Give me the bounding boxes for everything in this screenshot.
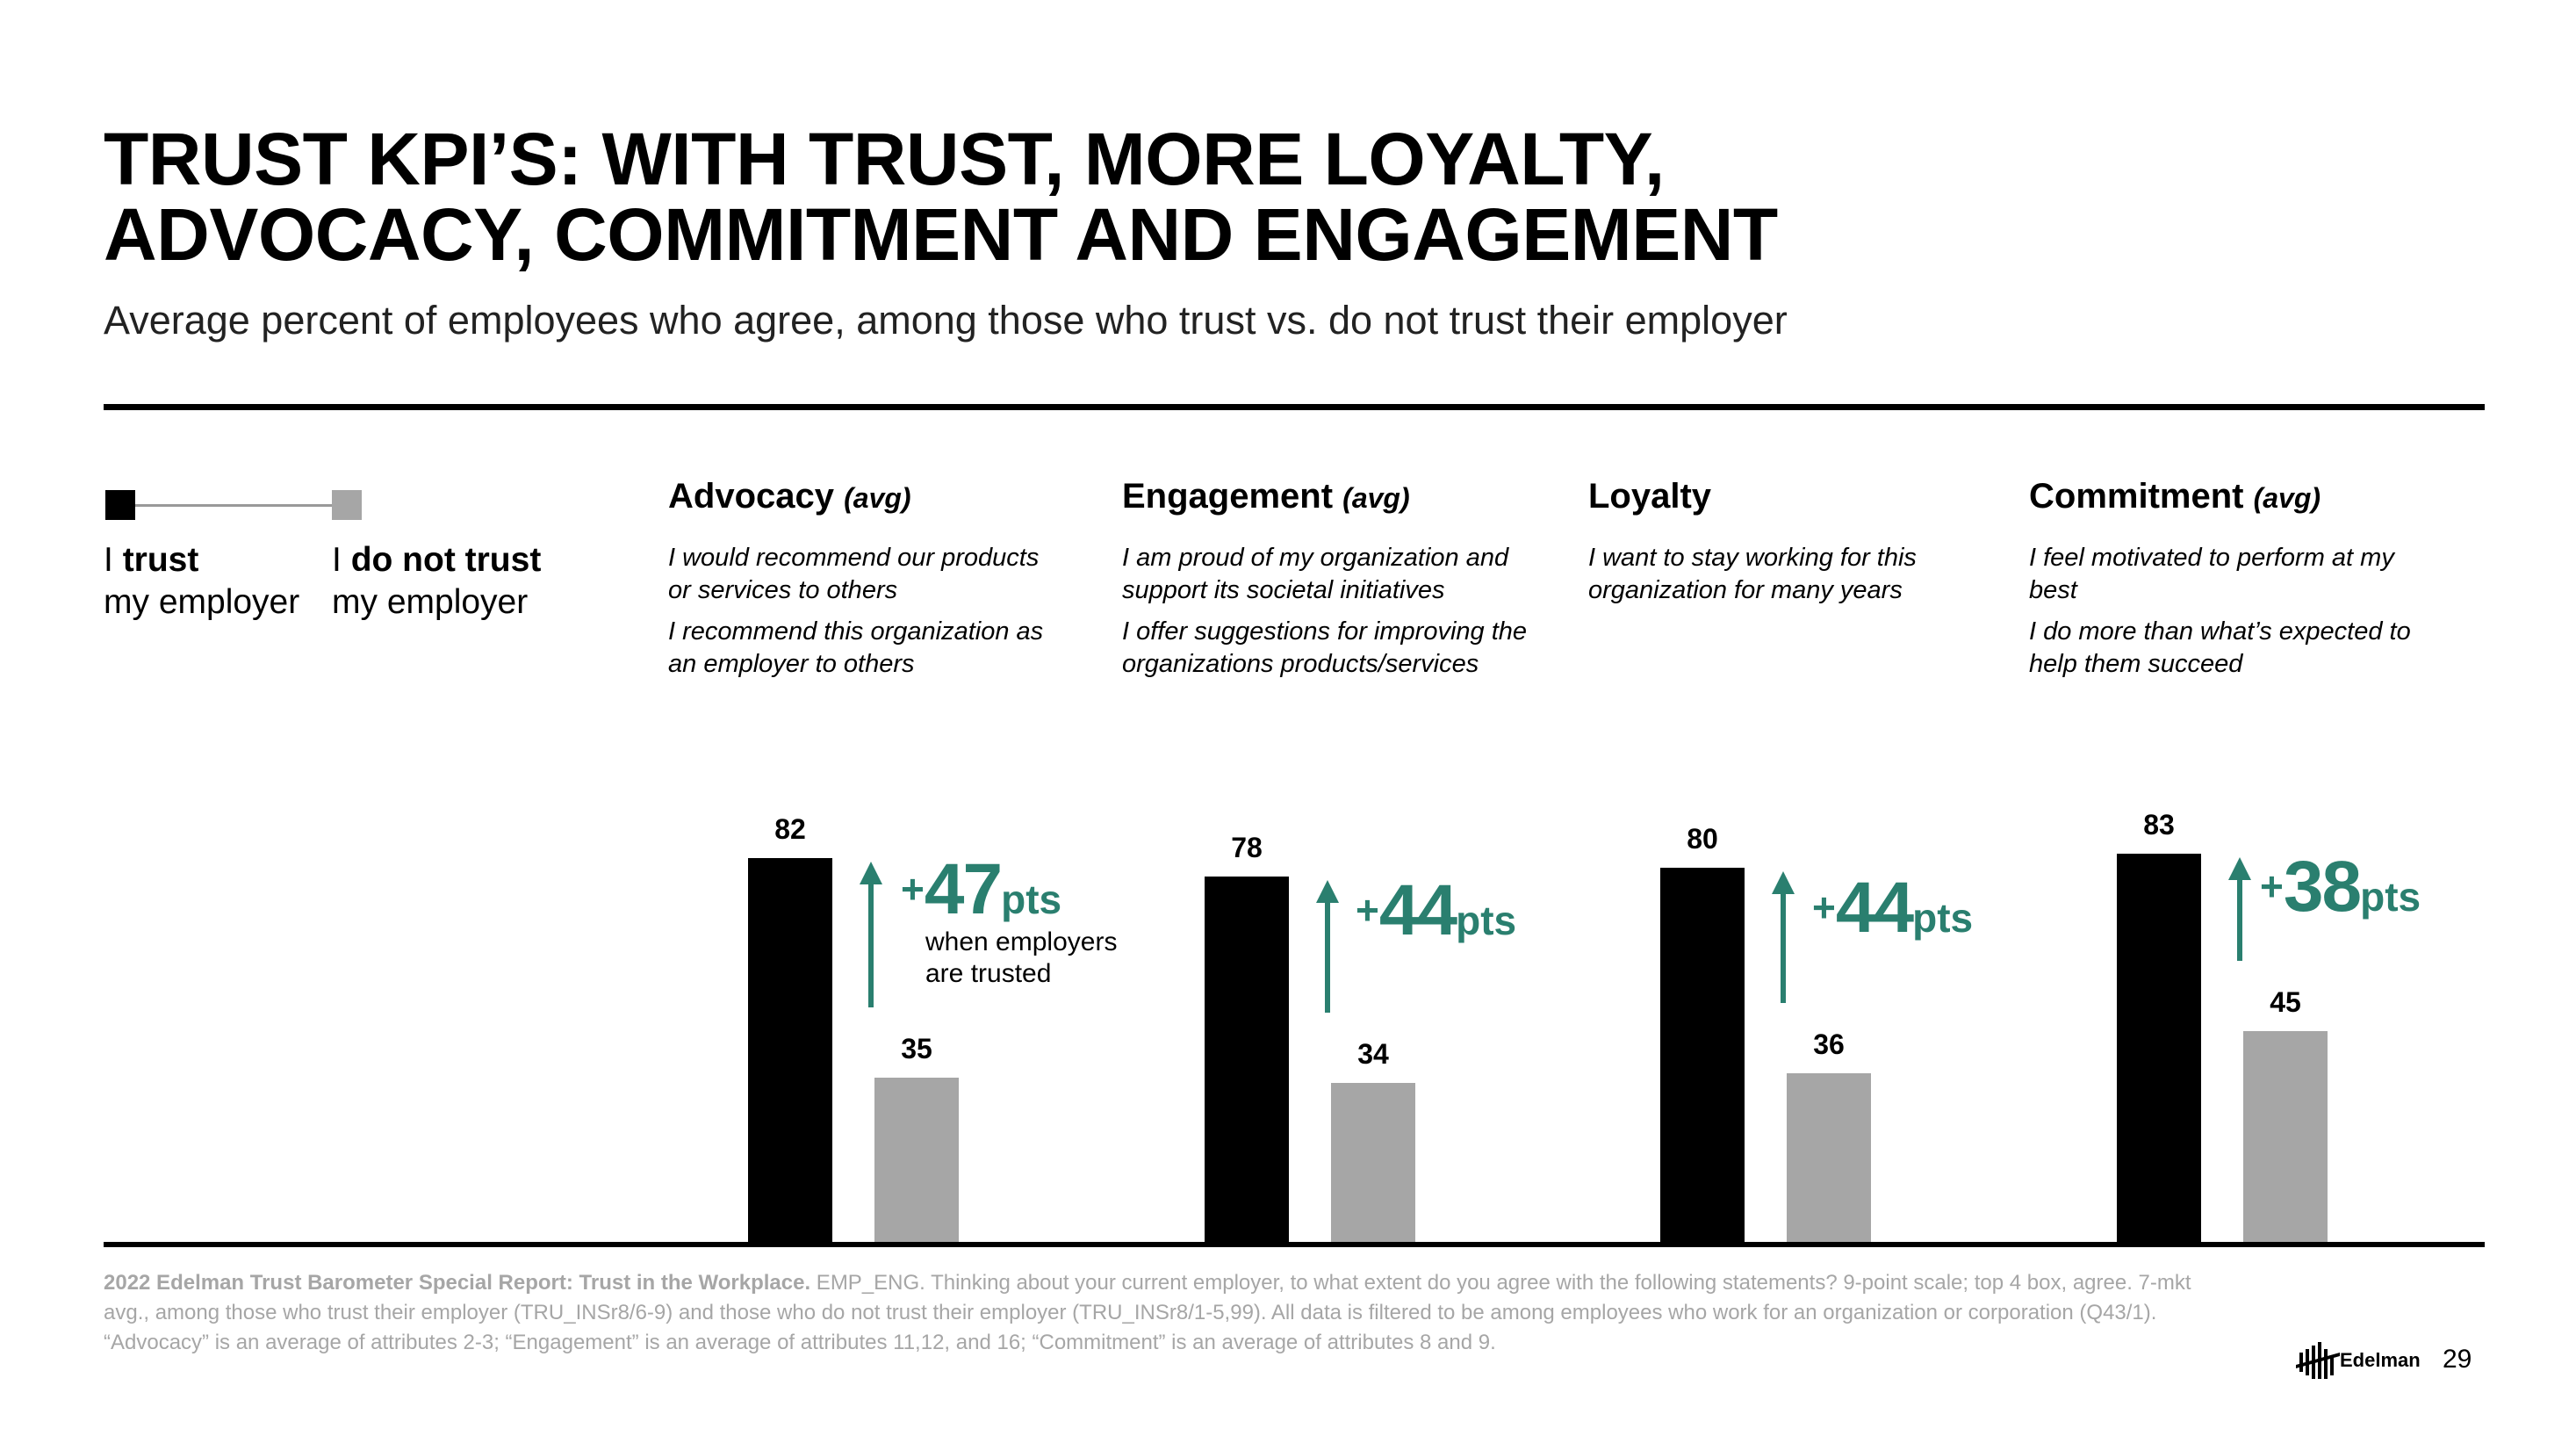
category-title: Engagement (avg) (1122, 474, 1579, 520)
delta-unit: pts (2360, 874, 2421, 920)
bar-loyalty-trust (1660, 868, 1745, 1242)
value-label-advocacy-notrust: 35 (901, 1033, 932, 1064)
legend-trust-prefix: I (104, 541, 113, 579)
legend-trust-bold: trust (122, 541, 199, 579)
chart-baseline (104, 1242, 2485, 1247)
category-qualifier: (avg) (2253, 482, 2321, 514)
page-title: TRUST KPI’S: WITH TRUST, MORE LOYALTY, A… (104, 121, 2211, 272)
value-label-engagement-trust: 78 (1231, 832, 1263, 863)
category-engagement: Engagement (avg) I am proud of my organi… (1122, 474, 1579, 681)
delta-note: when employers are trusted (925, 927, 1117, 990)
delta-plus: + (1356, 887, 1379, 933)
bar-loyalty-notrust (1787, 1073, 1871, 1242)
bar-commitment-notrust (2243, 1031, 2328, 1242)
legend-trust-line2: my employer (104, 583, 300, 621)
delta-note-line-1: when employers (925, 927, 1118, 956)
category-title-text: Engagement (1122, 477, 1334, 516)
delta-arrow-commitment (2228, 857, 2251, 961)
top-divider (104, 404, 2485, 410)
value-label-advocacy-trust: 82 (774, 813, 806, 845)
footnote-text: EMP_ENG. Thinking about your current emp… (104, 1271, 2191, 1354)
edelman-logo-text: Edelman (2340, 1349, 2421, 1371)
category-commitment: Commitment (avg) I feel motivated to per… (2029, 474, 2486, 681)
category-description-2: I do more than what’s expected to help t… (2029, 617, 2411, 678)
category-title-text: Advocacy (668, 477, 834, 516)
category-description-1: I feel motivated to perform at my best (2029, 544, 2394, 604)
delta-number: 47 (924, 849, 1003, 929)
delta-number: 38 (2283, 847, 2362, 927)
delta-arrow-engagement (1316, 880, 1339, 1013)
delta-unit: pts (1456, 898, 1517, 943)
page-subtitle: Average percent of employees who agree, … (104, 298, 1788, 343)
page-title-line-2: ADVOCACY, COMMITMENT AND ENGAGEMENT (104, 193, 1778, 276)
value-label-commitment-notrust: 45 (2270, 986, 2301, 1018)
bar-advocacy-trust (748, 858, 832, 1242)
edelman-logo: Edelman (2296, 1326, 2436, 1382)
delta-number: 44 (1835, 868, 1914, 948)
legend-connector-line (120, 504, 354, 507)
page-number: 29 (2443, 1345, 2472, 1374)
value-label-loyalty-trust: 80 (1687, 823, 1718, 855)
footnote: 2022 Edelman Trust Barometer Special Rep… (104, 1268, 2193, 1358)
category-description-2: I recommend this organization as an empl… (668, 617, 1044, 678)
footnote-source: 2022 Edelman Trust Barometer Special Rep… (104, 1271, 811, 1295)
category-description-1: I would recommend our products or servic… (668, 544, 1040, 604)
delta-number: 44 (1378, 870, 1457, 950)
legend-notrust-line2: my employer (332, 583, 529, 621)
category-description-1: I want to stay working for this organiza… (1588, 544, 1917, 604)
category-title: Commitment (avg) (2029, 474, 2486, 520)
delta-plus: + (1812, 884, 1836, 930)
value-label-engagement-notrust: 34 (1357, 1038, 1389, 1070)
legend-label-notrust: I do not trust my employer (332, 539, 541, 624)
category-title-text: Loyalty (1588, 477, 1712, 516)
category-description-2: I offer suggestions for improving the or… (1122, 617, 1528, 678)
legend-notrust-bold: do not trust (350, 541, 542, 579)
legend-notrust-prefix: I (332, 541, 342, 579)
category-title-text: Commitment (2029, 477, 2244, 516)
delta-unit: pts (1001, 877, 1062, 922)
delta-label-commitment: +38pts (2260, 851, 2421, 923)
delta-arrow-advocacy (860, 862, 882, 1007)
category-qualifier: (avg) (844, 482, 911, 514)
bar-engagement-trust (1205, 877, 1289, 1242)
delta-plus: + (901, 866, 925, 912)
delta-note-line-2: are trusted (925, 959, 1052, 988)
category-loyalty: Loyalty I want to stay working for this … (1588, 474, 2045, 616)
category-qualifier: (avg) (1342, 482, 1410, 514)
category-description-1: I am proud of my organization and suppor… (1122, 544, 1509, 604)
delta-arrow-loyalty (1772, 871, 1795, 1003)
delta-unit: pts (1912, 895, 1974, 941)
delta-label-loyalty: +44pts (1812, 872, 1973, 944)
legend-swatch-trust (105, 490, 135, 520)
delta-label-advocacy: +47pts (901, 854, 1061, 926)
page-title-line-1: TRUST KPI’S: WITH TRUST, MORE LOYALTY, (104, 118, 1665, 200)
category-title: Loyalty (1588, 474, 2045, 520)
delta-plus: + (2260, 863, 2284, 909)
delta-label-engagement: +44pts (1356, 875, 1516, 947)
category-advocacy: Advocacy (avg) I would recommend our pro… (668, 474, 1125, 681)
legend-label-trust: I trust my employer (104, 539, 299, 624)
edelman-logo-icon (2296, 1342, 2340, 1379)
category-title: Advocacy (avg) (668, 474, 1125, 520)
bar-commitment-trust (2117, 854, 2201, 1242)
bar-advocacy-notrust (874, 1078, 959, 1242)
value-label-commitment-trust: 83 (2143, 809, 2175, 841)
value-label-loyalty-notrust: 36 (1813, 1028, 1845, 1060)
bar-engagement-notrust (1331, 1083, 1415, 1242)
legend-swatch-notrust (332, 490, 362, 520)
